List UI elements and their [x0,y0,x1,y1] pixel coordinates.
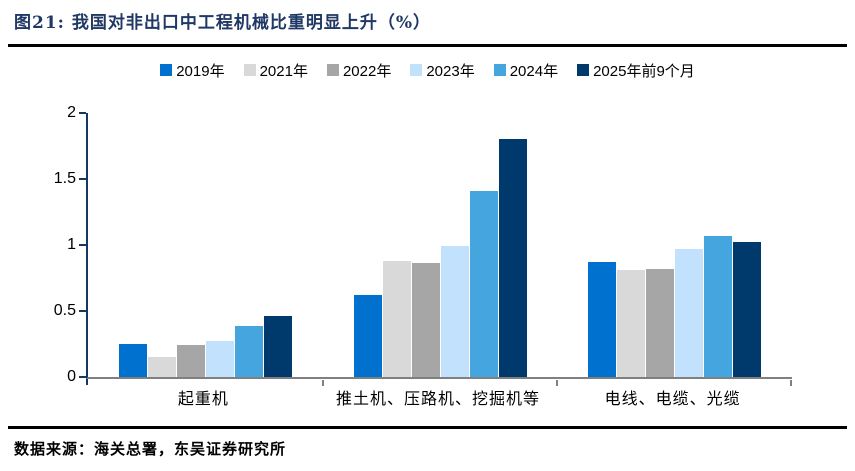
y-axis-tick-label: 0.5 [53,302,76,319]
legend-item-2019年: 2019年 [160,60,225,81]
x-axis-tick [790,380,792,386]
legend-swatch-icon [326,64,339,76]
bar-2021年-起重机 [147,357,176,377]
bar-2019年-电线、电缆、光缆 [588,262,617,377]
legend-label: 2023年 [426,62,475,80]
y-axis-tick-label: 1 [67,236,76,253]
bar-2024年-起重机 [234,325,263,377]
bar-2025年前9个月-电线、电缆、光缆 [733,242,762,377]
bar-2022年-电线、电缆、光缆 [646,268,675,377]
legend-item-2022年: 2022年 [326,60,392,81]
bar-2021年-推土机、压路机、挖掘机等 [382,260,411,377]
bar-2024年-电线、电缆、光缆 [704,235,733,377]
bar-2019年-起重机 [118,344,147,377]
legend-swatch-icon [410,64,423,76]
plot-area: 0 0.5 1 1.5 2 [54,104,792,386]
bar-groups [88,113,792,377]
x-axis-category-label: 起重机 [177,389,229,408]
bar-2022年-推土机、压路机、挖掘机等 [411,263,440,377]
legend-item-2023年: 2023年 [410,60,475,81]
y-axis-tick-label: 1.5 [53,170,76,187]
bar-2024年-推土机、压路机、挖掘机等 [469,190,498,377]
bar-2025年前9个月-起重机 [263,316,292,377]
legend-label: 2022年 [342,62,392,80]
y-axis-foot [86,379,88,385]
x-axis-category-label: 电线、电缆、光缆 [604,389,741,408]
bar-2025年前9个月-推土机、压路机、挖掘机等 [498,139,527,377]
legend-label: 2019年 [176,62,225,80]
y-axis-tick [79,178,86,180]
title-divider [8,44,847,47]
bar-2023年-起重机 [205,341,234,377]
bar-2021年-电线、电缆、光缆 [617,270,646,377]
legend-label: 2021年 [259,62,308,80]
bar-group-3 [557,235,792,377]
bar-group-2 [323,139,558,377]
bar-2019年-推土机、压路机、挖掘机等 [353,295,382,377]
y-axis-tick [79,376,86,378]
legend-label: 2024年 [509,62,559,80]
bar-2023年-电线、电缆、光缆 [675,248,704,377]
data-source: 数据来源：海关总署，东吴证券研究所 [14,440,287,458]
footer-divider [8,426,847,429]
legend: 2019年 2021年 2022年 2023年 2024年 2025年前9个月 [0,58,855,82]
y-axis-tick [79,112,86,114]
legend-item-2024年: 2024年 [493,60,559,81]
x-axis-labels: 起重机 推土机、压路机、挖掘机等 电线、电缆、光缆 [86,385,790,409]
x-axis-tick [321,380,324,386]
y-axis-tick-label: 2 [67,104,76,121]
legend-swatch-icon [577,64,590,76]
legend-label: 2025年前9个月 [593,62,695,80]
x-axis-tick [556,380,559,386]
legend-swatch-icon [160,64,173,76]
legend-item-2021年: 2021年 [243,60,308,81]
y-axis-tick [79,244,86,246]
bar-2023年-推土机、压路机、挖掘机等 [440,246,469,377]
legend-swatch-icon [493,64,506,76]
x-axis-category-label: 推土机、压路机、挖掘机等 [336,389,541,408]
bar-2022年-起重机 [176,345,205,377]
y-axis-tick [79,310,86,312]
legend-swatch-icon [243,64,256,76]
bar-group-1 [88,316,323,377]
legend-item-2025年前9个月: 2025年前9个月 [577,60,695,81]
y-axis-tick-label: 0 [67,368,76,385]
chart-title: 图21: 我国对非出口中工程机械比重明显上升（%） [14,13,432,33]
